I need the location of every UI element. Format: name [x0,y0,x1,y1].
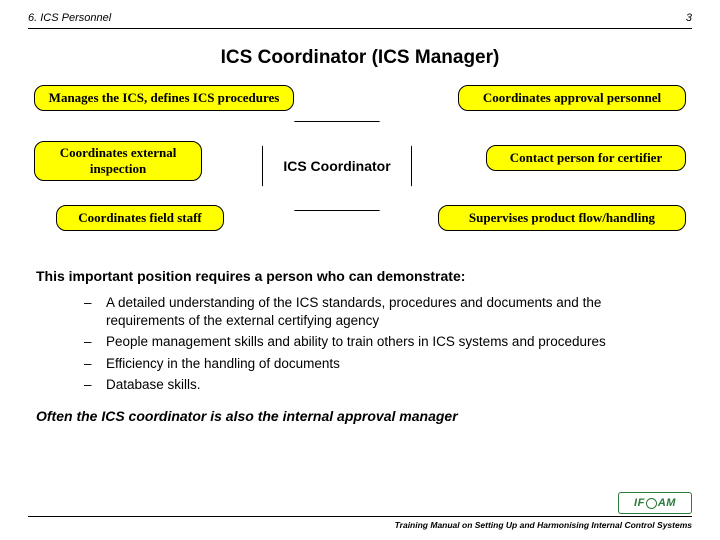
header-left: 6. ICS Personnel [28,12,111,24]
header-page-number: 3 [686,12,692,24]
ics-coordinator-diagram: Manages the ICS, defines ICS procedures … [28,85,692,260]
dash-icon: – [84,376,106,394]
footer-caption: Training Manual on Setting Up and Harmon… [28,520,692,530]
footer-divider [28,516,692,517]
box-manages-ics: Manages the ICS, defines ICS procedures [34,85,294,111]
bullet-text: A detailed understanding of the ICS stan… [106,294,662,330]
page-footer: IFAM Training Manual on Setting Up and H… [28,516,692,530]
list-item: – People management skills and ability t… [84,333,662,351]
ifoam-logo: IFAM [618,492,692,514]
dash-icon: – [84,294,106,330]
globe-icon [646,498,657,509]
page-header: 6. ICS Personnel 3 [28,12,692,29]
closing-note: Often the ICS coordinator is also the in… [36,408,692,424]
dash-icon: – [84,333,106,351]
dash-icon: – [84,355,106,373]
bullet-text: Database skills. [106,376,201,394]
page-title: ICS Coordinator (ICS Manager) [28,47,692,69]
intro-text: This important position requires a perso… [36,268,692,284]
list-item: – Database skills. [84,376,662,394]
box-external-inspection: Coordinates external inspection [34,141,202,181]
list-item: – A detailed understanding of the ICS st… [84,294,662,330]
box-approval-personnel: Coordinates approval personnel [458,85,686,111]
center-octagon: ICS Coordinator [262,121,412,211]
box-product-flow: Supervises product flow/handling [438,205,686,231]
bullet-text: People management skills and ability to … [106,333,606,351]
bullet-text: Efficiency in the handling of documents [106,355,340,373]
requirements-list: – A detailed understanding of the ICS st… [84,294,662,394]
list-item: – Efficiency in the handling of document… [84,355,662,373]
box-field-staff: Coordinates field staff [56,205,224,231]
box-contact-certifier: Contact person for certifier [486,145,686,171]
